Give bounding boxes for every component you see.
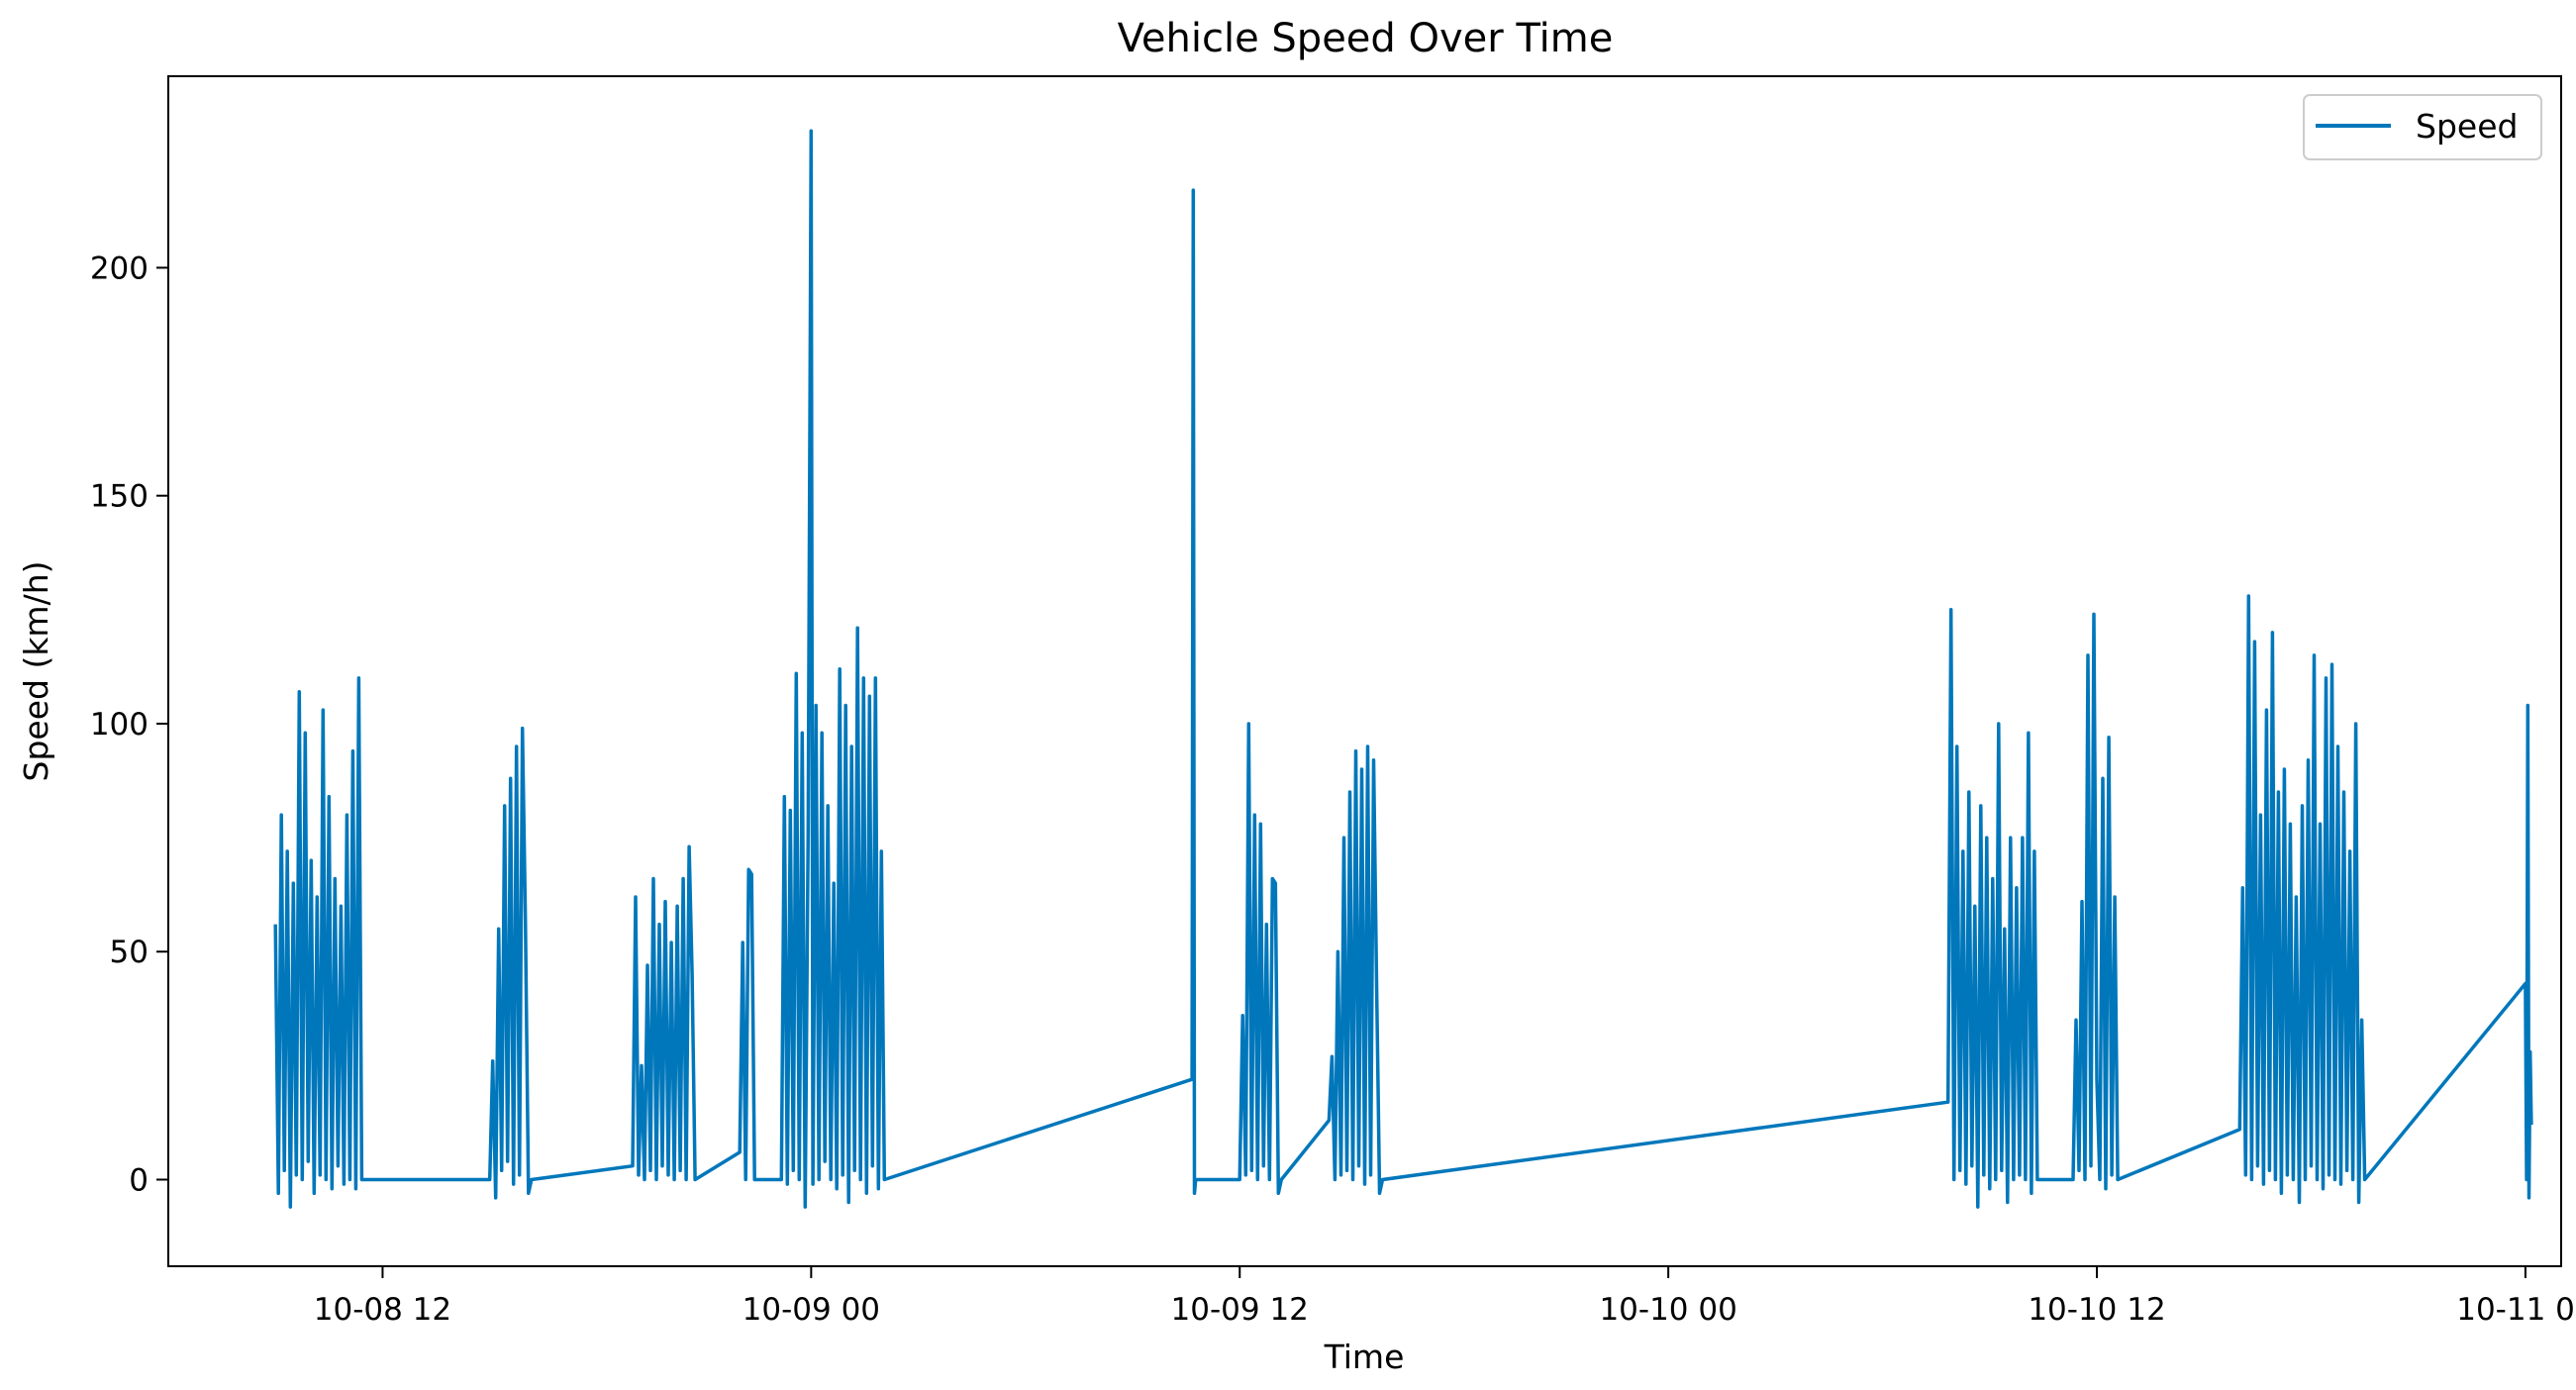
- x-tick-label: 10-08 12: [314, 1292, 451, 1328]
- x-tick-label: 10-09 12: [1171, 1292, 1309, 1328]
- chart-title: Vehicle Speed Over Time: [1118, 16, 1614, 61]
- y-axis-label: Speed (km/h): [17, 561, 55, 782]
- x-axis: 10-08 12 10-09 00 10-09 12 10-10 00 10-10 12…: [314, 1266, 2576, 1328]
- x-axis-label: Time: [1324, 1338, 1405, 1376]
- plot-area: [167, 75, 2562, 1267]
- y-axis: 0 50 100 150 200: [90, 250, 168, 1198]
- y-tick-label: 100: [90, 707, 149, 743]
- x-tick-label: 10-10 12: [2028, 1292, 2165, 1328]
- plot-frame: [167, 75, 2562, 1267]
- y-tick-label: 200: [90, 250, 149, 286]
- legend-label-speed: Speed: [2416, 107, 2518, 146]
- y-tick-label: 150: [90, 479, 149, 515]
- legend: Speed: [2303, 94, 2542, 160]
- speed-series-line: [273, 129, 2533, 1209]
- x-tick-label: 10-09 00: [743, 1292, 880, 1328]
- y-tick-label: 50: [110, 935, 149, 970]
- x-tick-label: 10-11 00: [2456, 1292, 2576, 1328]
- y-tick-label: 0: [129, 1162, 149, 1198]
- x-tick-label: 10-10 00: [1599, 1292, 1736, 1328]
- legend-box: [2303, 94, 2542, 160]
